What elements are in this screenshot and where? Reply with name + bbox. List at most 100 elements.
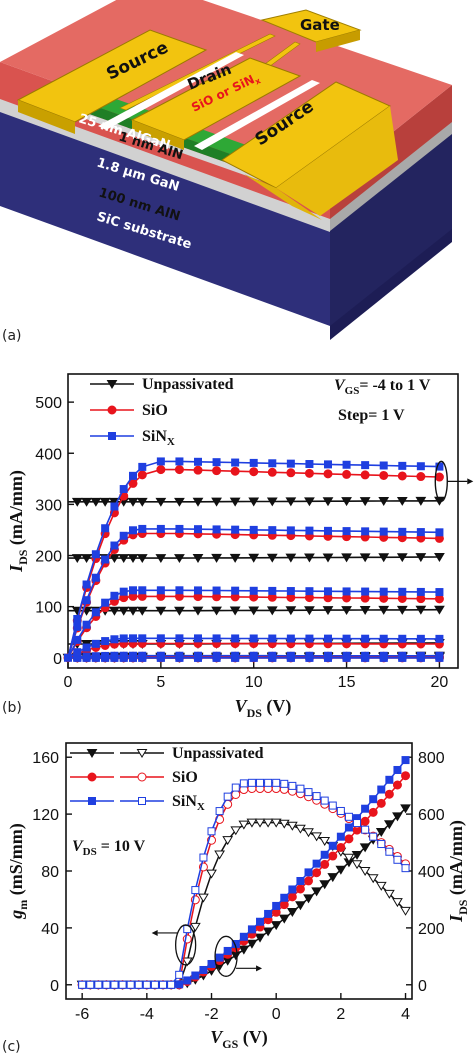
ids-marker-c-2 — [393, 765, 402, 774]
marker-b-sin — [156, 634, 165, 643]
marker-b-unpassivated — [415, 605, 427, 615]
ids-marker-c-0 — [303, 894, 314, 904]
y-tick-label-b: 100 — [35, 600, 62, 617]
legend-c-0-marker-filled — [86, 749, 98, 758]
marker-b-sin — [129, 586, 137, 595]
marker-b-unpassivated — [81, 554, 92, 564]
ids-marker-c-0 — [327, 873, 339, 883]
marker-b-unpassivated — [248, 497, 260, 507]
legend-c-2-marker-open — [138, 797, 146, 805]
marker-b-unpassivated — [341, 606, 352, 616]
ids-marker-c-2 — [312, 859, 321, 868]
ids-marker-c-1 — [287, 892, 297, 902]
marker-b-sin — [119, 531, 128, 540]
marker-b-unpassivated — [322, 497, 334, 507]
marker-b-sio — [193, 465, 203, 475]
passivation-stripe-2 — [194, 80, 320, 150]
gm-marker-c-0 — [295, 824, 306, 834]
step-annotation-b: Step= 1 V — [338, 407, 405, 424]
gate-pad-side — [316, 30, 360, 52]
marker-b-sin — [286, 459, 295, 468]
ids-marker-c-2 — [272, 901, 281, 910]
marker-b-sin — [175, 634, 184, 643]
marker-b-sio — [323, 469, 333, 479]
marker-b-sin — [342, 651, 351, 660]
y-right-axis-label-c: IDS (mA/mm) — [446, 820, 470, 923]
marker-b-sin — [138, 651, 147, 660]
x-axis-label-b: VDS (V) — [235, 696, 292, 720]
marker-b-sin — [361, 527, 370, 536]
ids-marker-c-1 — [279, 900, 289, 910]
legend-c-2-marker-filled — [88, 797, 96, 805]
marker-b-sin — [82, 643, 91, 652]
gm-marker-c-2 — [280, 779, 289, 788]
marker-b-sin — [305, 587, 314, 596]
marker-b-unpassivated — [359, 497, 371, 507]
marker-b-sin — [398, 634, 407, 643]
marker-b-unpassivated — [396, 496, 408, 506]
marker-b-sin — [138, 524, 147, 533]
gm-marker-c-2 — [385, 847, 394, 856]
marker-b-sio — [156, 465, 166, 475]
legend-c-1-marker-open — [137, 772, 147, 782]
marker-b-unpassivated — [322, 606, 334, 616]
marker-b-sin — [305, 460, 314, 469]
marker-b-unpassivated — [229, 606, 241, 616]
marker-b-sin — [101, 651, 110, 660]
y-left-tick-label-c: 120 — [32, 807, 59, 824]
legend-c-1-label: SiO — [172, 769, 198, 786]
marker-b-unpassivated — [71, 554, 83, 564]
marker-b-unpassivated — [229, 497, 241, 507]
gm-marker-c-2 — [304, 788, 313, 797]
marker-b-unpassivated — [248, 553, 260, 563]
marker-b-sio — [304, 468, 314, 478]
marker-b-sin — [194, 634, 202, 643]
marker-b-sio — [379, 470, 389, 480]
marker-b-sin — [435, 634, 444, 643]
y-tick-label-b: 0 — [53, 651, 62, 668]
gm-marker-c-0 — [375, 881, 387, 891]
gm-marker-c-2 — [118, 980, 127, 989]
marker-b-sio — [212, 466, 222, 476]
marker-b-sin — [82, 652, 91, 661]
ids-marker-c-0 — [262, 927, 274, 937]
marker-b-sin — [156, 524, 165, 533]
ids-marker-c-2 — [328, 841, 337, 850]
ids-ellipse — [214, 935, 238, 977]
marker-b-unpassivated — [341, 553, 352, 563]
aln-bottom-layer — [0, 98, 330, 232]
marker-b-sin — [101, 524, 110, 533]
marker-b-sin — [231, 525, 240, 534]
ids-marker-c-0 — [319, 880, 331, 890]
marker-b-sin — [101, 598, 110, 607]
ids-marker-c-0 — [351, 850, 363, 860]
marker-b-sio — [397, 471, 407, 481]
plot-frame-b — [67, 373, 459, 669]
marker-b-sin — [110, 541, 119, 550]
gm-marker-c-2 — [312, 792, 321, 801]
x-tick-label-c: 4 — [401, 1006, 410, 1023]
marker-b-unpassivated — [266, 497, 278, 507]
marker-b-sin — [324, 587, 332, 596]
gm-marker-c-0 — [246, 818, 258, 828]
marker-b-sin — [212, 525, 221, 534]
marker-b-sin — [286, 651, 295, 660]
y-left-tick-label-c: 40 — [41, 921, 59, 938]
marker-b-unpassivated — [127, 554, 139, 564]
y-right-tick-label-c: 0 — [418, 978, 427, 995]
x-tick-label-b: 10 — [245, 674, 263, 691]
marker-b-sin — [156, 651, 165, 660]
marker-b-sin — [305, 526, 314, 535]
ids-marker-c-1 — [368, 807, 378, 817]
gm-marker-c-2 — [191, 886, 200, 895]
gm-marker-c-2 — [231, 783, 240, 792]
marker-b-sin — [268, 459, 277, 468]
ids-marker-c-1 — [376, 798, 386, 808]
marker-b-sin — [212, 634, 221, 643]
marker-b-unpassivated — [174, 497, 185, 507]
marker-b-sin — [73, 648, 82, 657]
gm-marker-c-2 — [223, 792, 232, 801]
marker-b-sin — [435, 528, 444, 537]
